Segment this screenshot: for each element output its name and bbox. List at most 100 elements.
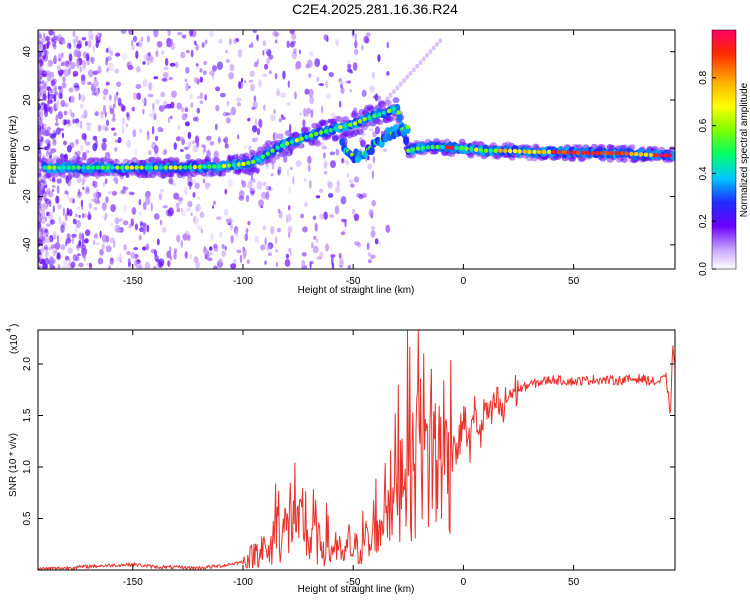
heatmap-noise-cell [196, 78, 200, 85]
heatmap-faint-streak [435, 42, 439, 47]
heatmap-noise-cell [274, 236, 278, 245]
heatmap-noise-cell [104, 126, 109, 132]
heatmap-noise-cell [193, 256, 199, 263]
heatmap-noise-cell [131, 45, 135, 51]
heatmap-noise-cell [38, 62, 41, 69]
heatmap-noise-cell [52, 231, 57, 240]
heatmap-noise-cell [309, 96, 315, 105]
heatmap-noise-cell [102, 215, 106, 219]
heatmap-noise-cell [104, 217, 107, 221]
heatmap-noise-cell [38, 229, 43, 238]
heatmap-ridge-core [459, 146, 464, 151]
heatmap-ridge-core [115, 165, 120, 170]
heatmap-noise-cell [56, 185, 60, 194]
heatmap-noise-cell [273, 109, 276, 114]
heatmap-faint-streak [425, 52, 429, 58]
heatmap-noise-cell [66, 145, 72, 153]
heatmap-noise-cell [154, 249, 157, 257]
heatmap-noise-cell [249, 83, 255, 92]
snr-y-scale-label: (x10 4 ) [6, 324, 20, 354]
heatmap-noise-cell [181, 138, 185, 146]
spectrogram-frame [37, 29, 676, 270]
heatmap-ridge-halo [384, 99, 392, 106]
spectrogram-y-axis-label: Frequency (Hz) [8, 116, 19, 185]
heatmap-noise-cell [65, 241, 68, 247]
heatmap-ridge-core [231, 162, 236, 168]
heatmap-noise-cell [142, 61, 146, 65]
heatmap-noise-cell [374, 93, 379, 102]
heatmap-faint-streak [398, 81, 403, 87]
heatmap-noise-cell [185, 82, 189, 92]
heatmap-ridge-core [580, 150, 586, 155]
heatmap-noise-cell [85, 186, 90, 193]
heatmap-noise-cell [203, 247, 208, 256]
heatmap-noise-cell [41, 80, 45, 85]
heatmap-noise-cell [133, 247, 139, 251]
heatmap-noise-cell [307, 155, 312, 164]
heatmap-noise-cell [56, 178, 62, 184]
heatmap-noise-cell [282, 70, 286, 80]
heatmap-noise-cell [78, 232, 82, 241]
heatmap-ridge-core [144, 165, 149, 170]
heatmap-noise-cell [38, 213, 42, 222]
heatmap-noise-cell [82, 186, 85, 190]
colorbar-ticks: 0.0 0.2 0.4 0.6 0.8 [698, 70, 716, 276]
heatmap-noise-cell [353, 49, 359, 55]
heatmap-noise-cell [266, 48, 272, 57]
heatmap-noise-cell [323, 170, 328, 175]
heatmap-noise-cell [208, 251, 213, 256]
heatmap-noise-cell [187, 141, 192, 148]
heatmap-noise-cell [326, 93, 331, 99]
heatmap-ridge-core [241, 161, 246, 167]
heatmap-noise-cell [166, 103, 172, 109]
heatmap-noise-cell [64, 60, 70, 68]
heatmap-noise-cell [184, 186, 188, 196]
heatmap-noise-cell [158, 105, 165, 112]
heatmap-noise-cell [75, 220, 81, 229]
heatmap-ridge-core [61, 165, 67, 170]
heatmap-noise-cell [85, 53, 90, 62]
heatmap-noise-cell [78, 262, 84, 268]
heatmap-noise-cell [57, 204, 62, 210]
heatmap-noise-cell [38, 202, 41, 207]
heatmap-noise-cell [138, 39, 143, 48]
heatmap-noise-cell [224, 136, 229, 146]
heatmap-noise-cell [171, 90, 177, 98]
heatmap-noise-cell [189, 93, 193, 100]
heatmap-ridge-halo [321, 119, 329, 126]
heatmap-noise-cell [202, 178, 206, 184]
heatmap-ridge-core [265, 151, 270, 156]
heatmap-noise-cell [247, 221, 251, 226]
heatmap-noise-cell [43, 184, 48, 189]
heatmap-noise-cell [334, 186, 341, 194]
heatmap-noise-cell [54, 242, 61, 250]
heatmap-noise-cell [189, 253, 192, 260]
heatmap-noise-cell [161, 226, 167, 233]
heatmap-noise-cell [196, 142, 200, 148]
heatmap-noise-cell [135, 50, 139, 59]
heatmap-noise-cell [224, 245, 227, 251]
heatmap-noise-cell [347, 68, 352, 73]
heatmap-noise-cell [372, 156, 376, 164]
heatmap-noise-cell [108, 264, 112, 269]
heatmap-noise-cell [354, 241, 360, 246]
heatmap-noise-cell [114, 147, 118, 152]
heatmap-noise-cell [224, 143, 229, 149]
heatmap-noise-cell [76, 59, 80, 69]
heatmap-noise-cell [184, 121, 190, 127]
heatmap-noise-cell [80, 74, 86, 81]
heatmap-ridge-core [81, 165, 86, 170]
heatmap-noise-cell [95, 242, 101, 246]
heatmap-noise-cell [302, 119, 306, 127]
heatmap-ridge-core [246, 160, 251, 165]
heatmap-noise-cell [74, 87, 80, 92]
heatmap-noise-cell [132, 129, 137, 138]
heatmap-noise-cell [277, 169, 281, 176]
heatmap-ridge-core [410, 147, 416, 152]
heatmap-noise-cell [42, 44, 46, 50]
heatmap-noise-cell [202, 70, 207, 75]
heatmap-noise-cell [319, 188, 324, 193]
heatmap-noise-cell [196, 196, 200, 200]
heatmap-noise-cell [93, 207, 98, 211]
heatmap-noise-cell [94, 70, 100, 74]
